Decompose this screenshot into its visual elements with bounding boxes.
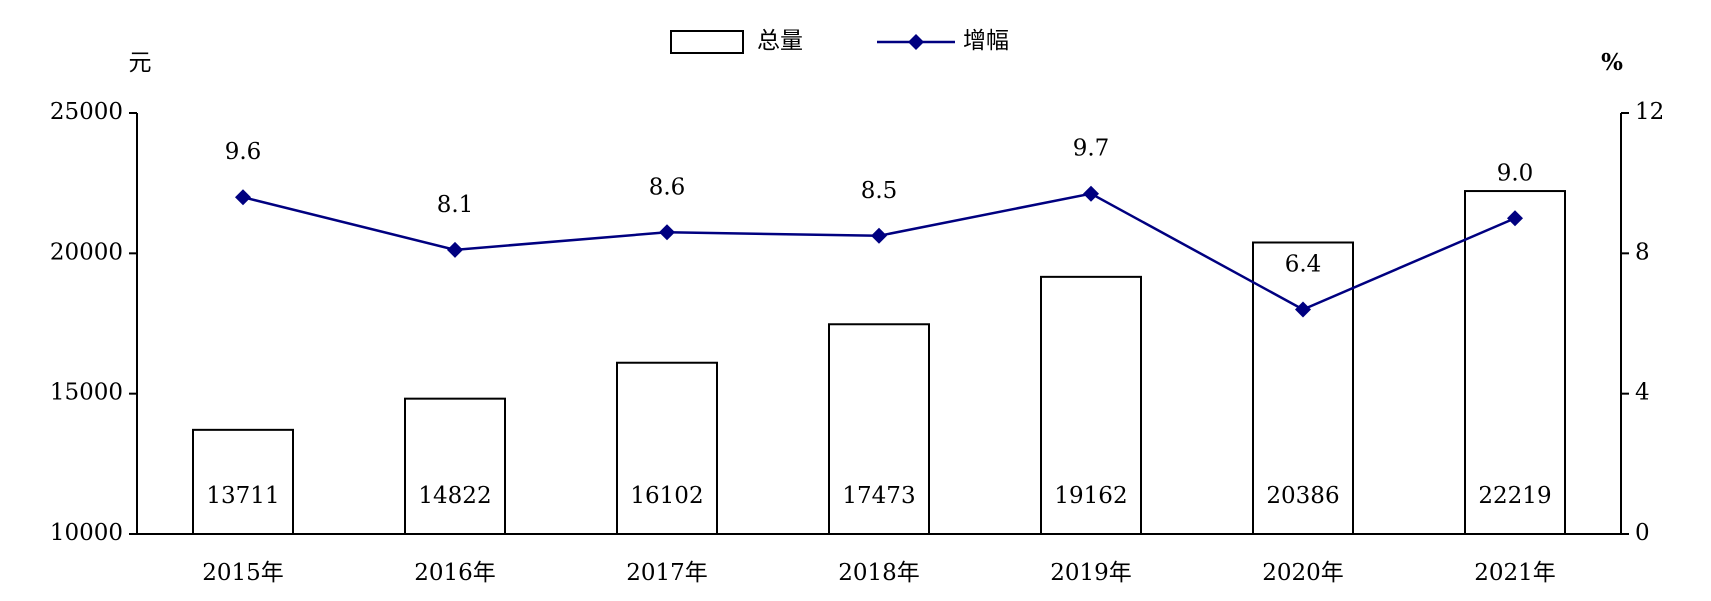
y-tick-label: 15000 [50, 380, 123, 406]
line-marker [659, 224, 675, 241]
bar-value-label: 16102 [630, 483, 703, 509]
x-tick-label: 2019年 [1050, 560, 1132, 586]
bar-value-label: 22219 [1478, 483, 1551, 509]
line-value-label: 8.1 [437, 192, 474, 218]
legend-swatch [670, 30, 744, 54]
line-value-label: 8.5 [861, 178, 898, 204]
bar [404, 397, 506, 535]
bar [616, 361, 718, 536]
bar-value-label: 14822 [418, 483, 491, 509]
bar-value-label: 17473 [842, 483, 915, 509]
y2-tick-label: 12 [1635, 99, 1664, 125]
y2-tick-label: 0 [1635, 520, 1650, 546]
line-marker [447, 241, 463, 258]
line-marker [1295, 301, 1311, 318]
line-value-label: 6.4 [1285, 251, 1322, 277]
line-value-label: 9.6 [225, 139, 262, 165]
bar-value-label: 19162 [1054, 483, 1127, 509]
legend-marker [908, 34, 924, 50]
x-tick-label: 2015年 [202, 560, 284, 586]
y-tick-label: 20000 [50, 239, 123, 265]
line-value-label: 9.7 [1073, 136, 1110, 162]
bar-value-label: 20386 [1266, 483, 1339, 509]
line-value-label: 8.6 [649, 174, 686, 200]
line-value-label: 9.0 [1497, 160, 1534, 186]
x-tick-label: 2016年 [414, 560, 496, 586]
x-tick-label: 2021年 [1474, 560, 1556, 586]
line-marker [1083, 185, 1099, 202]
bar [828, 323, 930, 536]
bar [1464, 190, 1566, 535]
bar [192, 428, 294, 536]
bar [1040, 275, 1142, 535]
legend-label: 总量 [757, 28, 803, 54]
y2-tick-label: 8 [1635, 239, 1650, 265]
x-tick-label: 2018年 [838, 560, 920, 586]
bar-value-label: 13711 [206, 483, 279, 509]
y2-axis-label: % [1601, 49, 1623, 76]
y-axis-label: 元 [129, 50, 152, 76]
legend-label: 增幅 [963, 28, 1009, 54]
x-tick-label: 2020年 [1262, 560, 1344, 586]
x-tick-label: 2017年 [626, 560, 708, 586]
y2-tick-label: 4 [1635, 380, 1650, 406]
line-marker [235, 189, 251, 206]
line-marker [871, 227, 887, 244]
y-tick-label: 25000 [50, 99, 123, 125]
line-marker [1507, 210, 1523, 227]
y-tick-label: 10000 [50, 520, 123, 546]
